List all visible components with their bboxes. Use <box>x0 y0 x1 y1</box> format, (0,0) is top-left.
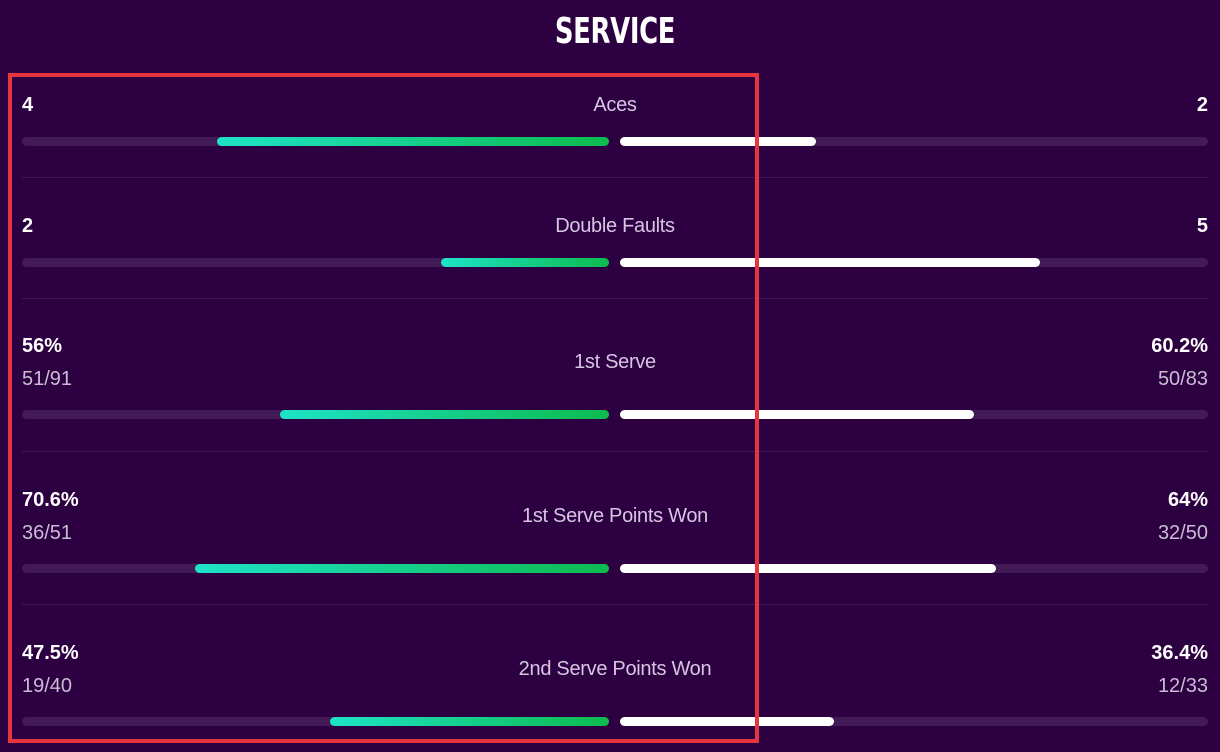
right-player-fraction: 32/50 <box>1157 522 1208 544</box>
row-divider <box>22 451 1208 452</box>
left-player-value: 47.5% <box>22 642 79 664</box>
right-player-value: 64% <box>1167 489 1208 511</box>
stat-label: Aces <box>593 94 637 116</box>
left-player-fraction: 36/51 <box>22 522 73 544</box>
right-bar-track <box>620 258 1208 267</box>
left-bar-fill <box>280 410 609 419</box>
right-player-value: 5 <box>1196 215 1208 237</box>
left-bar-fill <box>217 137 609 146</box>
stat-label: 1st Serve <box>574 351 656 373</box>
left-bar-track <box>22 410 609 419</box>
right-player-fraction: 50/83 <box>1157 368 1208 390</box>
right-player-value: 36.4% <box>1151 642 1208 664</box>
right-bar-track <box>620 410 1208 419</box>
left-bar-track <box>22 564 609 573</box>
stat-label: 2nd Serve Points Won <box>518 658 712 680</box>
left-player-value: 2 <box>22 215 34 237</box>
left-bar-fill <box>330 717 609 726</box>
right-player-fraction: 12/33 <box>1157 675 1208 697</box>
right-bar-fill <box>620 717 835 726</box>
left-player-fraction: 51/91 <box>22 368 73 390</box>
left-player-value: 70.6% <box>22 489 79 511</box>
stat-row-2nd-serve-points-won: 47.5% 19/40 2nd Serve Points Won 36.4% 1… <box>22 640 1208 732</box>
row-divider <box>22 604 1208 605</box>
left-bar-track <box>22 258 609 267</box>
stat-label: Double Faults <box>555 215 675 237</box>
right-bar-fill <box>620 137 816 146</box>
left-bar-track <box>22 717 609 726</box>
row-divider <box>22 298 1208 299</box>
stat-label: 1st Serve Points Won <box>522 505 708 527</box>
stat-row-1st-serve-points-won: 70.6% 36/51 1st Serve Points Won 64% 32/… <box>22 487 1208 579</box>
right-bar-track <box>620 564 1208 573</box>
right-bar-track <box>620 137 1208 146</box>
left-player-value: 56% <box>22 335 63 357</box>
left-player-value: 4 <box>22 94 34 116</box>
left-bar-fill <box>441 258 609 267</box>
stat-row-double-faults: 2 Double Faults 5 <box>22 213 1208 273</box>
right-player-value: 2 <box>1196 94 1208 116</box>
stat-row-aces: 4 Aces 2 <box>22 92 1208 152</box>
right-bar-fill <box>620 410 974 419</box>
left-bar-track <box>22 137 609 146</box>
stat-row-1st-serve: 56% 51/91 1st Serve 60.2% 50/83 <box>22 333 1208 425</box>
right-bar-fill <box>620 258 1040 267</box>
right-bar-track <box>620 717 1208 726</box>
section-title: SERVICE <box>554 11 676 52</box>
left-bar-fill <box>194 564 609 573</box>
right-player-value: 60.2% <box>1151 335 1208 357</box>
right-bar-fill <box>620 564 997 573</box>
left-player-fraction: 19/40 <box>22 675 73 697</box>
row-divider <box>22 177 1208 178</box>
